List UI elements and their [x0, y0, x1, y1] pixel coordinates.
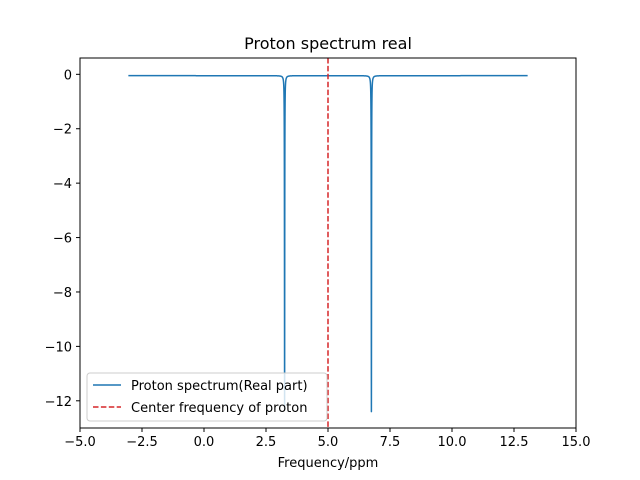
y-tick-label: −12 — [45, 395, 72, 410]
y-tick-label: −8 — [53, 286, 72, 301]
x-tick-label: 2.5 — [256, 435, 277, 450]
y-tick-label: −2 — [53, 123, 72, 138]
x-axis-title: Frequency/ppm — [278, 456, 379, 471]
x-tick-label: 5.0 — [318, 435, 339, 450]
legend-box — [86, 372, 328, 422]
y-tick-label: −4 — [53, 177, 72, 192]
x-tick-label: 12.5 — [500, 435, 529, 450]
x-tick-label: −5.0 — [64, 435, 96, 450]
y-tick-label: −6 — [53, 232, 72, 247]
legend-label-spectrum: Proton spectrum(Real part) — [131, 379, 308, 394]
plot-area — [127, 58, 529, 428]
chart-title: Proton spectrum real — [244, 34, 412, 53]
y-tick-label: 0 — [64, 68, 72, 83]
y-tick-label: −10 — [45, 340, 72, 355]
x-tick-label: 7.5 — [380, 435, 401, 450]
x-tick-label: −2.5 — [126, 435, 158, 450]
y-axis: 0 −2 −4 −6 −8 −10 −12 — [45, 68, 80, 410]
axes-frame — [79, 57, 577, 429]
x-tick-label: 0.0 — [194, 435, 215, 450]
x-axis: −5.0 −2.5 0.0 2.5 5.0 7.5 10.0 12.5 15.0 — [64, 428, 590, 450]
legend: Proton spectrum(Real part) Center freque… — [86, 372, 328, 422]
legend-label-center: Center frequency of proton — [131, 401, 307, 416]
x-tick-label: 15.0 — [562, 435, 591, 450]
x-tick-label: 10.0 — [438, 435, 467, 450]
